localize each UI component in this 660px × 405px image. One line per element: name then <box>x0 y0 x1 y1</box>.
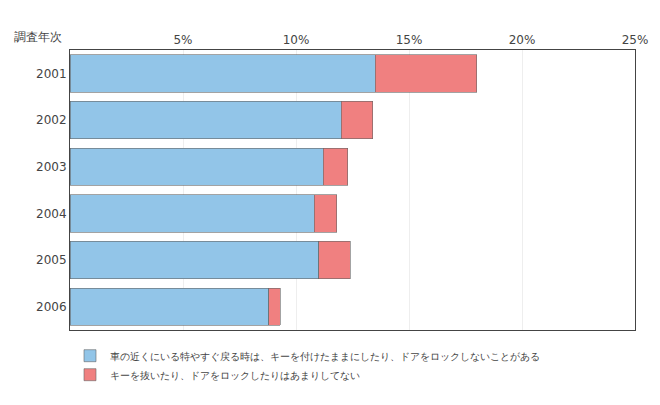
svg-text:調査年次: 調査年次 <box>14 30 62 44</box>
svg-text:キーを抜いたり、ドアをロックしたりはあまりしてない: キーを抜いたり、ドアをロックしたりはあまりしてない <box>110 370 360 381</box>
svg-text:15%: 15% <box>396 33 423 47</box>
svg-text:5%: 5% <box>173 33 192 47</box>
svg-text:2005: 2005 <box>36 253 67 267</box>
svg-text:2004: 2004 <box>36 207 67 221</box>
svg-text:2002: 2002 <box>36 113 67 127</box>
svg-text:2001: 2001 <box>36 67 67 81</box>
svg-text:2003: 2003 <box>36 160 67 174</box>
svg-text:10%: 10% <box>283 33 310 47</box>
svg-text:25%: 25% <box>622 33 649 47</box>
svg-text:20%: 20% <box>509 33 536 47</box>
svg-text:車の近くにいる特やすぐ戻る時は、キーを付けたままにしたり、ド: 車の近くにいる特やすぐ戻る時は、キーを付けたままにしたり、ドアをロックしないこと… <box>110 351 540 362</box>
svg-text:2006: 2006 <box>36 300 67 314</box>
